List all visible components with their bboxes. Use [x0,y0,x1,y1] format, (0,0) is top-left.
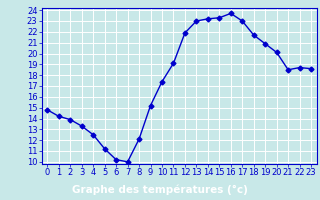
Text: Graphe des températures (°c): Graphe des températures (°c) [72,184,248,195]
